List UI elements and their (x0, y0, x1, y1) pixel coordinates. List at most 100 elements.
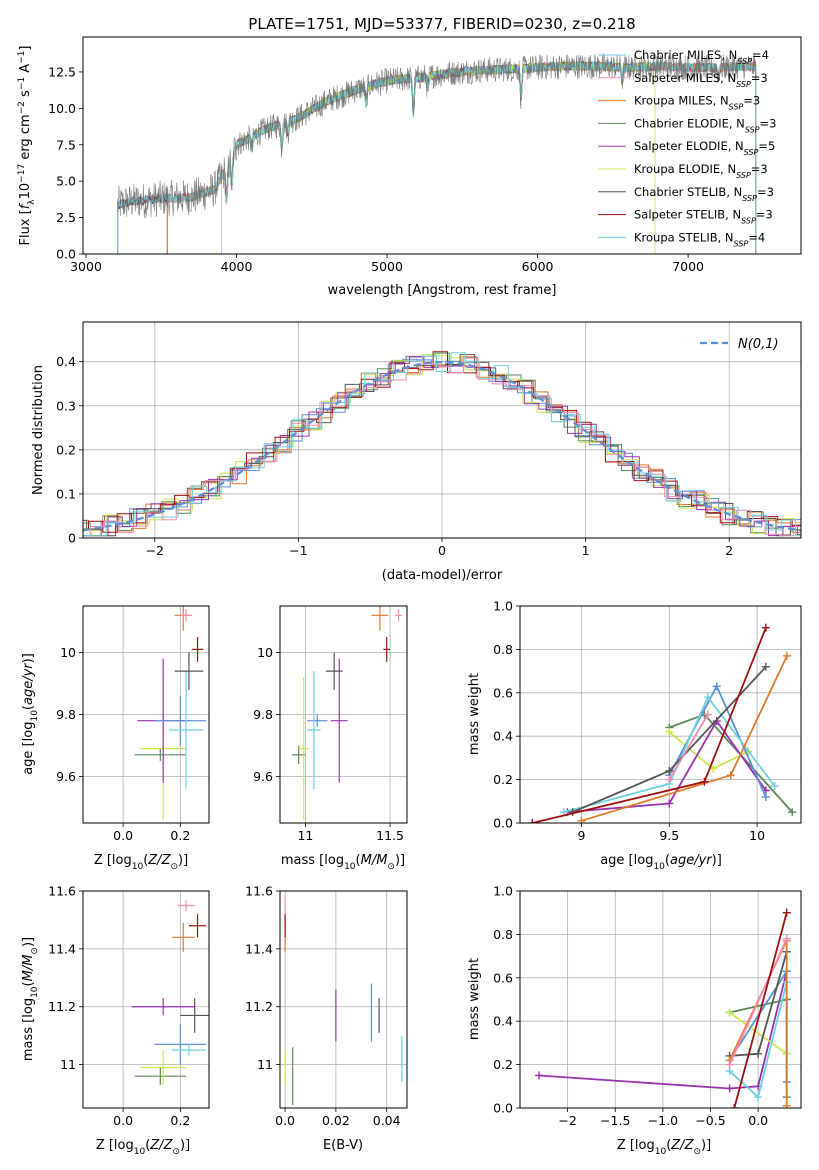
spectrum-model-line (166, 60, 757, 254)
y-tick-label: 11.2 (245, 999, 273, 1014)
label-part: E(B-V) (323, 1138, 363, 1153)
spectrum-model-line (221, 60, 656, 254)
y-tick-label: 0.2 (56, 442, 76, 457)
label-part: ( (145, 1138, 150, 1153)
label-part: ( (356, 853, 361, 868)
y-tick-label: 0.4 (56, 354, 76, 369)
y-tick-label: 11.2 (48, 999, 76, 1014)
label-part: s (18, 90, 33, 101)
label-part: Flux [ (18, 209, 33, 245)
label-part: wavelength [Angstrom, rest frame] (328, 283, 557, 298)
y-tick-label: 11.4 (48, 941, 76, 956)
label-part: )] (178, 853, 188, 868)
legend-text: Salpeter ELODIE, N (634, 139, 744, 153)
label-part: 10 (30, 710, 40, 722)
y-tick-label: 0.0 (493, 816, 513, 831)
legend-tail: =3 (743, 94, 760, 108)
label-part: )] (701, 1138, 711, 1153)
label-part: ( (21, 981, 36, 986)
x-tick-label: 7000 (672, 259, 704, 274)
x-tick-label: 0.2 (170, 1113, 190, 1128)
x-tick-label: 3000 (70, 259, 102, 274)
spectrum-model-line (221, 60, 656, 254)
legend-entry: Chabrier MILES, NSSP=4 (634, 48, 769, 66)
age_vs_Z-points (134, 606, 207, 820)
label-part: 10 (653, 862, 665, 872)
legend-entry: Kroupa STELIB, NSSP=4 (634, 230, 765, 248)
mass-weight-line (563, 695, 776, 813)
mass_vs_Z-points (131, 899, 209, 1085)
spectrum-model-line (166, 61, 757, 254)
mass-weight-line (539, 971, 788, 1090)
legend-text: Salpeter MILES, N (634, 71, 736, 85)
mass_weight_vs_age-series (528, 623, 797, 823)
label-part: Z [log (96, 1138, 134, 1153)
y-tick-label: 0.3 (56, 398, 76, 413)
residuals-frame (82, 321, 802, 539)
mass-weight-age-ylabel: mass weight (467, 673, 482, 755)
label-part: ⊙ (693, 1147, 701, 1157)
label-part: f (18, 202, 33, 209)
spectrum-series-group (117, 53, 757, 254)
label-part: ( (666, 1138, 671, 1153)
label-part: −1 (17, 77, 27, 90)
mass-weight-vs-age-xlabel: age [log10(age/yr)] (600, 853, 722, 872)
y-tick-label: 0.2 (493, 1057, 513, 1072)
x-tick-label: −0.5 (695, 1113, 725, 1128)
y-tick-label: 11.6 (245, 884, 273, 899)
age-vs-Z-xlabel: Z [log10(Z/Z⊙)] (94, 853, 188, 872)
label-part: ⊙ (172, 1147, 180, 1157)
label-part: age [log (600, 853, 653, 868)
spectrum-ylabel: Flux [fλ10−17 erg cm−2 s−1 A−1] (17, 46, 37, 246)
legend-sub: SSP (734, 239, 749, 248)
x-tick-label: 0.02 (322, 1113, 350, 1128)
age-ylabel: age [log10(age/yr)] (21, 653, 40, 775)
mass-weight-line (567, 719, 767, 813)
legend-entry: Kroupa ELODIE, NSSP=3 (634, 162, 768, 180)
y-tick-label: 7.5 (56, 137, 76, 152)
label-part: (data-model)/error (382, 568, 503, 583)
mass_vs_Z-axes: 0.0 0.2 11 11.2 11.4 11.6 (48, 884, 209, 1128)
label-part: A (18, 64, 33, 77)
spectrum-xlabel: wavelength [Angstrom, rest frame] (328, 283, 557, 298)
x-tick-label: −1.0 (648, 1113, 678, 1128)
label-part: 10 (18, 183, 33, 200)
mass-weight-Z-ylabel: mass weight (467, 958, 482, 1040)
y-tick-label: 0 (68, 531, 76, 546)
label-part: ] (18, 46, 33, 51)
legend-text: Salpeter STELIB, N (634, 208, 741, 222)
x-tick-label: 0 (438, 543, 446, 558)
x-tick-label: −2 (146, 543, 164, 558)
mass-weight-line (668, 713, 793, 813)
x-tick-label: 11 (297, 828, 313, 843)
legend-text: Chabrier MILES, N (634, 48, 737, 62)
spectrum-axes: 3000 4000 5000 6000 7000 0.0 2.5 5.0 7.5 10.0 12.5 (48, 64, 704, 274)
y-tick-label: 0.6 (493, 685, 513, 700)
mass_weight_vs_Z-frame (519, 890, 802, 1109)
x-tick-label: 11.5 (376, 828, 404, 843)
legend-entry: Kroupa MILES, NSSP=3 (634, 94, 760, 112)
y-tick-label: 0.4 (493, 1014, 513, 1029)
residual-histogram (83, 352, 801, 537)
age_vs_mass-frame (279, 605, 408, 824)
label-part: mass weight (467, 673, 482, 755)
spectrum-model-line (117, 60, 757, 254)
label-part: )] (712, 853, 722, 868)
legend-tail: =4 (752, 48, 769, 62)
label-part: −1 (17, 51, 27, 64)
mass_weight_vs_Z-series (535, 908, 791, 1108)
label-part: age [log (21, 722, 36, 775)
label-part: 10 (344, 862, 356, 872)
mass-weight-line (668, 684, 767, 798)
label-part: mass weight (467, 958, 482, 1040)
y-tick-label: 0.2 (493, 772, 513, 787)
x-tick-label: 9.5 (659, 828, 679, 843)
label-part: −2 (17, 101, 27, 114)
x-tick-label: 1 (582, 543, 590, 558)
label-part: Z [log (617, 1138, 655, 1153)
age-vs-mass-xlabel: mass [log10(M/M⊙)] (281, 853, 405, 872)
residual-histograms (83, 351, 801, 537)
legend-text: Kroupa ELODIE, N (634, 162, 736, 176)
residuals-ylabel: Normed distribution (31, 365, 46, 495)
